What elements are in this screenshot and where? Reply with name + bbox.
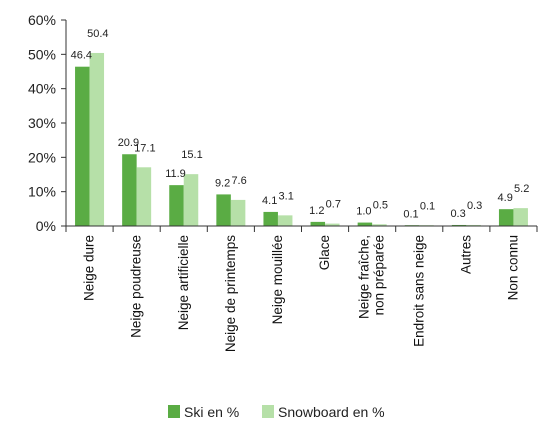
category-label: Neige fraîche,: [357, 235, 372, 319]
snowboard-bar: [513, 208, 528, 226]
ski-data-label: 4.1: [262, 195, 277, 207]
snowboard-bar: [325, 223, 340, 226]
snowboard-data-label: 3.1: [279, 190, 294, 202]
snowboard-bar: [89, 52, 105, 227]
data-labels: 46.4 20.9 11.9 9.2 4.1 1.2 1.0 0.1 0.3 4.9 50.4 17.…: [71, 28, 530, 221]
legend-label-ski: Ski en %: [184, 404, 239, 420]
ski-bar: [75, 66, 90, 227]
ski-bar: [216, 194, 231, 226]
ski-data-label: 11.9: [165, 168, 186, 180]
ski-data-label: 4.9: [498, 192, 513, 204]
y-tick-label: 20%: [28, 149, 56, 165]
ski-bar: [357, 222, 373, 226]
snowboard-bar: [372, 224, 387, 226]
category-label: Non connu: [505, 235, 520, 300]
category-label: Neige artificielle: [176, 235, 191, 330]
ski-bar: [263, 211, 278, 226]
snowboard-bar: [230, 199, 246, 226]
ski-data-label: 9.2: [215, 177, 230, 189]
ski-data-label: 1.0: [356, 206, 371, 218]
ski-data-label: 46.4: [71, 50, 92, 62]
y-tick-label: 60%: [28, 12, 56, 28]
ski-data-label: 0.3: [450, 208, 465, 220]
snowboard-data-label: 50.4: [87, 28, 108, 40]
snowboard-data-label: 0.5: [373, 199, 388, 211]
ski-bar: [310, 221, 326, 226]
category-label: Glace: [317, 235, 332, 270]
category-label: non préparée: [372, 235, 387, 315]
snowboard-data-label: 7.6: [231, 175, 246, 187]
y-tick-label: 0%: [36, 218, 56, 234]
legend-swatch-ski: [168, 405, 180, 418]
y-tick-label: 10%: [28, 184, 56, 200]
snowboard-data-label: 15.1: [181, 149, 202, 161]
category-label: Neige poudreuse: [129, 235, 144, 338]
snowboard-data-label: 5.2: [514, 183, 529, 195]
snowboard-bar: [466, 224, 481, 226]
category-label: Neige dure: [82, 235, 97, 301]
legend-label-snowboard: Snowboard en %: [278, 404, 385, 420]
snowboard-bar: [136, 167, 152, 226]
y-tick-label: 40%: [28, 81, 56, 97]
ski-data-label: 20.9: [118, 137, 139, 149]
ski-bar: [122, 154, 137, 226]
snowboard-data-label: 0.1: [420, 201, 435, 213]
y-tick-label: 50%: [28, 46, 56, 62]
y-axis: 0% 10% 20% 30% 40% 50% 60%: [28, 12, 67, 234]
legend-swatch-snowboard: [262, 405, 274, 418]
snowboard-data-label: 0.3: [467, 200, 482, 212]
y-tick-label: 30%: [28, 115, 56, 131]
category-label: Autres: [458, 235, 473, 274]
ski-data-label: 1.2: [309, 205, 324, 217]
ski-bar: [498, 209, 514, 226]
x-axis: Neige dure Neige poudreuse Neige artificie…: [65, 225, 538, 352]
snowboard-data-label: 0.7: [326, 199, 341, 211]
snowboard-data-label: 17.1: [134, 142, 155, 154]
ski-bar: [169, 185, 184, 226]
ski-bar: [451, 224, 467, 226]
ski-data-label: 0.1: [403, 209, 418, 221]
snowboard-bar: [183, 174, 199, 226]
snowboard-bar: [277, 215, 293, 226]
category-label: Neige mouillée: [270, 235, 285, 324]
category-label: Neige de printemps: [223, 235, 238, 352]
legend: Ski en % Snowboard en %: [168, 404, 385, 420]
bars: [75, 52, 528, 227]
category-label: Endroit sans neige: [411, 235, 426, 347]
